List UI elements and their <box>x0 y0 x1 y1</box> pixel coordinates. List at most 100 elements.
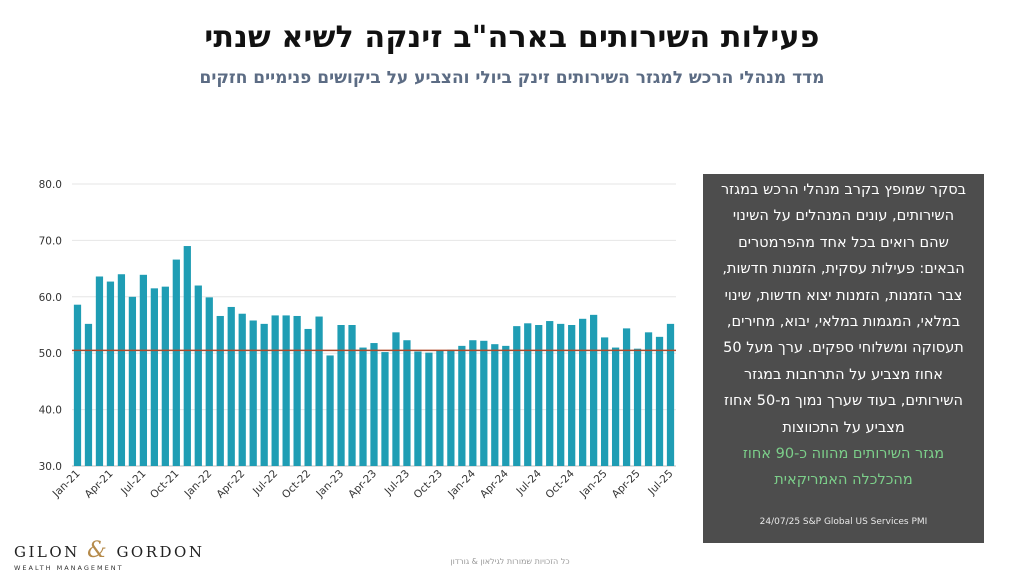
explanation-textbox: בסקר שמופץ בקרב מנהלי הרכש במגזר השירותי… <box>703 174 984 543</box>
bar-Oct-23 <box>436 350 444 466</box>
explanation-line: מצביע על התכווצות <box>782 419 905 436</box>
x-tick-label: Oct-21 <box>148 468 181 501</box>
bar-Mar-22 <box>227 306 235 466</box>
bar-Mar-21 <box>95 276 104 466</box>
x-tick-label: Apr-23 <box>346 468 379 501</box>
x-tick-label: Oct-22 <box>280 468 313 501</box>
bar-May-22 <box>249 320 257 466</box>
bar-Jul-25 <box>666 323 675 466</box>
x-tick-label: Jul-24 <box>514 467 545 498</box>
y-tick-label: 50.0 <box>39 348 62 360</box>
x-tick-label: Apr-21 <box>83 468 116 501</box>
bar-Oct-24 <box>568 325 576 466</box>
y-tick-label: 70.0 <box>39 235 62 247</box>
logo-name-right: GORDON <box>116 543 205 561</box>
x-tick-label: Apr-25 <box>610 468 643 501</box>
x-tick-label: Jul-21 <box>118 468 148 498</box>
bar-May-23 <box>381 352 389 466</box>
bar-Aug-24 <box>546 321 554 466</box>
x-tick-label: Jul-22 <box>250 468 280 498</box>
bar-Feb-21 <box>84 323 93 466</box>
y-tick-label: 80.0 <box>39 179 62 191</box>
bar-May-25 <box>644 332 653 466</box>
logo-tagline: WEALTH MANAGEMENT <box>14 564 124 572</box>
bar-Sep-21 <box>161 286 169 466</box>
bar-Mar-25 <box>622 328 631 466</box>
bar-Aug-21 <box>150 288 158 466</box>
bar-Sep-24 <box>557 323 565 466</box>
bar-Sep-23 <box>425 352 433 466</box>
x-tick-label: Jul-23 <box>382 468 412 498</box>
source-note: 24/07/25 S&P Global US Services PMI <box>759 516 928 527</box>
bar-Jun-22 <box>260 323 268 466</box>
bar-Feb-25 <box>611 347 620 466</box>
bar-Apr-24 <box>502 345 510 466</box>
explanation-line: תעסוקה ומשלוחי ספקים. ערך מעל 50 <box>723 340 964 357</box>
bar-Apr-23 <box>370 343 378 466</box>
explanation-line: שהם רואים בכל אחד מהפרמטרים <box>738 234 949 251</box>
company-logo: GILON & GORDON WEALTH MANAGEMENT <box>14 538 202 572</box>
explanation-line: בסקר שמופץ בקרב מנהלי הרכש במגזר <box>720 182 967 198</box>
explanation-line: הבאים: פעילות עסקית, הזמנות חדשות, <box>722 261 965 278</box>
bar-Jul-22 <box>271 315 279 466</box>
bar-Jan-22 <box>205 297 213 466</box>
explanation-line: השירותים, בעוד שערך נמוך מ-50 אחוז <box>724 393 963 410</box>
bar-Jul-21 <box>139 274 148 466</box>
y-tick-label: 60.0 <box>39 292 62 304</box>
bar-Apr-25 <box>633 348 642 466</box>
logo-wordmark: GILON & GORDON <box>14 538 202 563</box>
bar-Jun-21 <box>128 296 137 466</box>
copyright-footer: כל הזכויות שמורות לגילאון & גורדון <box>450 557 570 566</box>
x-tick-label: Jan-22 <box>182 468 215 501</box>
bar-Jul-23 <box>403 340 411 466</box>
logo-ampersand: & <box>87 538 110 563</box>
bar-Apr-22 <box>238 313 246 466</box>
x-tick-label: Jan-24 <box>445 467 478 500</box>
bar-Feb-22 <box>216 315 224 466</box>
bar-Jun-23 <box>392 332 400 466</box>
x-tick-label: Oct-24 <box>543 467 577 501</box>
x-tick-label: Oct-23 <box>412 468 445 501</box>
logo-name-left: GILON <box>14 543 80 561</box>
bar-Oct-22 <box>304 328 312 466</box>
page-title: פעילות השירותים בארה"ב זינקה לשיא שנתי <box>204 20 820 55</box>
bar-Jan-25 <box>600 337 609 466</box>
bar-Aug-22 <box>282 315 290 466</box>
bar-Dec-21 <box>194 285 202 466</box>
explanation-line: השירותים, עונים המנהלים על השינוי <box>732 208 955 225</box>
bar-Jan-21 <box>73 304 82 466</box>
y-tick-label: 30.0 <box>39 461 62 473</box>
explanation-line: אחוז מצביע על התרחבות במגזר <box>744 366 943 383</box>
bar-Nov-23 <box>447 349 455 466</box>
bar-Dec-24 <box>590 314 598 466</box>
x-tick-label: Apr-24 <box>478 467 511 500</box>
bar-Jun-24 <box>524 323 532 466</box>
bar-Jul-24 <box>535 325 543 466</box>
bar-Dec-23 <box>458 345 466 466</box>
bar-Mar-23 <box>359 347 367 466</box>
bar-Nov-21 <box>183 246 191 466</box>
y-tick-label: 40.0 <box>39 405 62 417</box>
explanation-line: צבר הזמנות, הזמנות יצוא חדשות, שינוי <box>724 287 963 304</box>
bar-Nov-24 <box>579 318 587 466</box>
page-subtitle: מדד מנהלי הרכש למגזר השירותים זינק ביולי… <box>199 68 825 88</box>
bar-Mar-24 <box>491 344 499 466</box>
bar-Jun-25 <box>655 336 664 466</box>
bar-Apr-21 <box>106 281 115 466</box>
bar-May-21 <box>117 274 126 466</box>
highlight-line: מגזר השירותים מהווה כ-90 אחוז <box>742 446 945 463</box>
bar-Nov-22 <box>315 316 323 466</box>
bar-Jan-24 <box>469 340 477 466</box>
bar-Sep-22 <box>293 315 301 466</box>
explanation-line: במלאי, המגמות במלאי, יבוא, מחירים, <box>726 314 961 331</box>
bar-May-24 <box>513 326 521 466</box>
bar-Jan-23 <box>337 325 345 466</box>
x-tick-label: Apr-22 <box>214 468 247 501</box>
bar-Feb-24 <box>480 340 488 466</box>
x-tick-label: Jul-25 <box>645 468 675 498</box>
x-tick-label: Jan-23 <box>313 468 346 501</box>
bar-Aug-23 <box>414 351 422 466</box>
highlight-line: מהכלכלה האמריקאית <box>774 472 913 489</box>
x-tick-label: Jan-25 <box>577 468 610 501</box>
